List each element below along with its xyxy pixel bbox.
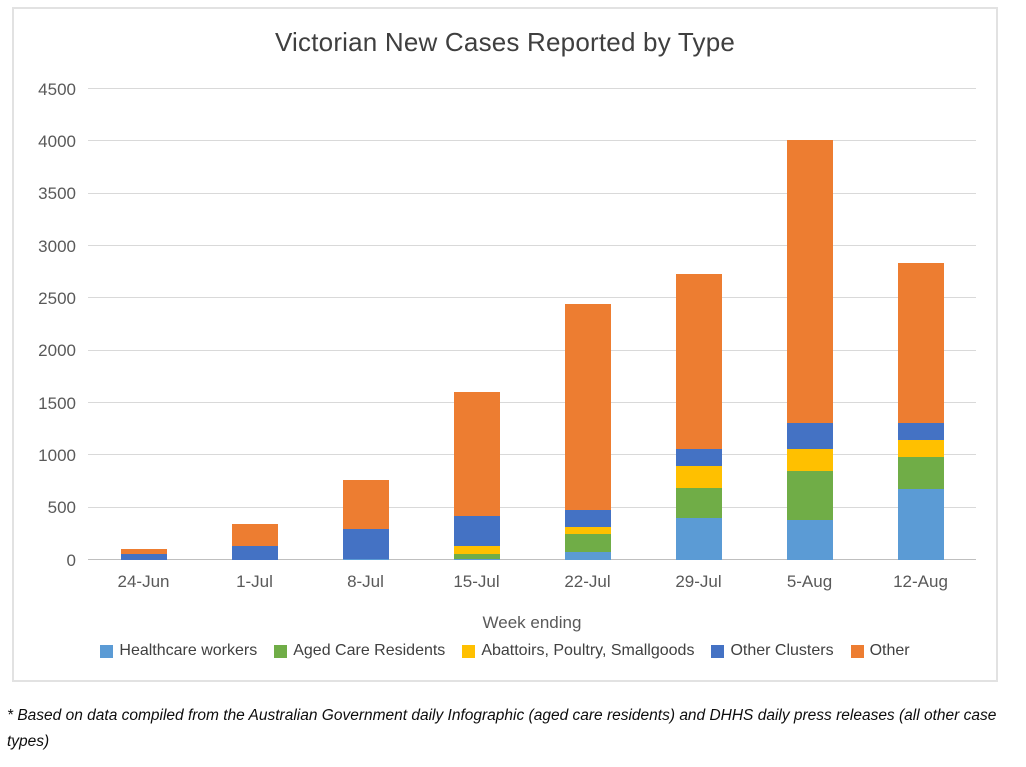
bar-segment-5-Aug-other-clusters [786,422,833,450]
bar-segment-29-Jul-aged-care-residents [675,487,722,519]
bar-segment-22-Jul-aged-care-residents [564,534,611,553]
legend-label: Abattoirs, Poultry, Smallgoods [481,642,695,659]
legend-swatch-icon [100,644,114,658]
y-tick-label-2000: 2000 [38,341,76,361]
x-axis-title: Week ending [482,613,582,632]
bar-5-Aug [786,140,833,560]
legend-swatch-icon [711,644,725,658]
bar-segment-29-Jul-other [675,274,722,450]
bar-segment-5-Aug-aged-care-residents [786,471,833,521]
bar-segment-24-Jun-other [120,548,167,555]
legend-label: Healthcare workers [119,642,258,659]
bar-12-Aug [897,262,944,560]
x-axis-line [88,559,976,560]
bar-segment-29-Jul-other-clusters [675,449,722,466]
bar-22-Jul [564,303,611,560]
bar-segment-15-Jul-healthcare-workers [453,558,500,560]
x-tick-label-15-Jul: 15-Jul [453,572,500,591]
chart-title: Victorian New Cases Reported by Type [274,27,736,57]
chart-container: Victorian New Cases Reported by Type 0 50… [12,7,998,682]
x-tick-label-29-Jul: 29-Jul [675,572,722,591]
bar-segment-12-Aug-other-clusters [897,422,944,440]
legend-item-other: Other [850,642,910,660]
bar-segment-12-Aug-abattoirs-poultry-smallgoods [897,439,944,458]
x-tick-label-22-Jul: 22-Jul [564,572,611,591]
bar-29-Jul [675,274,722,560]
bar-segment-5-Aug-abattoirs-poultry-smallgoods [786,449,833,472]
bar-segment-29-Jul-abattoirs-poultry-smallgoods [675,465,722,488]
legend-label: Other [869,642,910,659]
gridline-500 [88,506,976,508]
bar-segment-15-Jul-other [453,391,500,517]
y-tick-label-3000: 3000 [38,236,76,256]
legend-item-healthcare-workers: Healthcare workers [100,642,257,660]
chart-footnote: * Based on data compiled from the Austra… [7,707,997,751]
legend-item-aged-care-residents: Aged Care Residents [274,642,445,660]
gridline-3000 [88,245,976,246]
legend-item-other-clusters: Other Clusters [711,642,834,660]
legend-swatch-icon [274,644,288,658]
bar-segment-5-Aug-other [786,140,833,423]
y-tick-label-1000: 1000 [38,445,76,465]
y-tick-label-1500: 1500 [38,393,76,413]
bar-segment-15-Jul-aged-care-residents [453,553,500,559]
bar-1-Jul [231,523,278,560]
x-tick-label-12-Aug: 12-Aug [893,572,948,591]
y-tick-label-2500: 2500 [38,288,76,308]
legend-swatch-icon [850,644,864,658]
x-tick-label-24-Jun: 24-Jun [117,572,170,591]
bar-segment-24-Jun-other-clusters [120,554,167,560]
chart-legend: Healthcare workers Aged Care Residents Aba… [14,642,996,660]
bar-segment-22-Jul-other [564,303,611,510]
bar-segment-12-Aug-aged-care-residents [897,457,944,489]
bar-segment-12-Aug-healthcare-workers [897,488,944,560]
legend-label: Aged Care Residents [293,642,446,659]
legend-swatch-icon [462,644,476,658]
bar-segment-22-Jul-abattoirs-poultry-smallgoods [564,527,611,535]
bar-8-Jul [342,480,389,560]
bar-segment-8-Jul-healthcare-workers [342,558,389,560]
bar-segment-15-Jul-other-clusters [453,516,500,547]
bar-24-Jun [120,548,167,560]
legend-label: Other Clusters [730,642,834,659]
bar-segment-15-Jul-abattoirs-poultry-smallgoods [453,546,500,554]
bar-segment-12-Aug-other [897,262,944,423]
bar-segment-8-Jul-other-clusters [342,528,389,559]
bar-segment-8-Jul-other [342,480,389,529]
y-tick-label-4500: 4500 [38,79,76,99]
gridline-2500 [88,297,976,299]
bar-segment-5-Aug-healthcare-workers [786,520,833,560]
bar-segment-22-Jul-other-clusters [564,509,611,528]
bar-segment-1-Jul-other [231,523,278,546]
y-tick-label-500: 500 [47,498,76,518]
x-tick-label-1-Jul: 1-Jul [236,572,273,591]
bar-15-Jul [453,391,500,560]
plot-area: 0 500 1000 1500 2000 2500 3000 3500 4000 4500 24-J… [38,80,976,591]
gridline-1000 [88,454,976,456]
gridline-4000 [88,140,976,142]
bar-segment-1-Jul-other-clusters [231,545,278,560]
gridline-4500 [88,88,976,89]
bar-segment-29-Jul-healthcare-workers [675,518,722,560]
y-tick-label-4000: 4000 [38,131,76,151]
y-tick-label-3500: 3500 [38,184,76,204]
gridline-2000 [88,349,976,351]
x-tick-label-5-Aug: 5-Aug [786,572,833,591]
bar-segment-22-Jul-healthcare-workers [564,552,611,560]
y-tick-label-0: 0 [66,550,76,570]
legend-item-abattoirs-poultry-smallgoods: Abattoirs, Poultry, Smallgoods [462,642,694,660]
x-tick-label-8-Jul: 8-Jul [347,572,384,591]
gridline-3500 [88,192,976,194]
gridline-1500 [88,402,976,403]
